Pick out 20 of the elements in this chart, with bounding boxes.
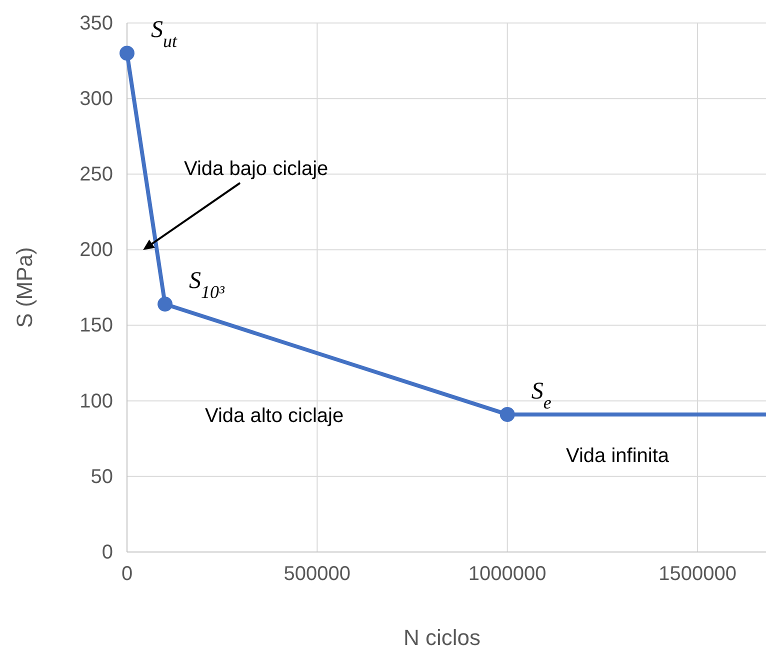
y-tick-label: 200 <box>80 239 113 262</box>
y-tick-label: 250 <box>80 164 113 186</box>
annotation: Vida bajo ciclaje <box>184 158 328 180</box>
y-tick-label: 350 <box>80 12 113 34</box>
annotation: S$_{10³}$ <box>189 268 226 302</box>
annotation: Vida alto ciclaje <box>205 405 344 427</box>
y-tick-label: 100 <box>80 390 113 412</box>
y-tick-label: 50 <box>90 466 113 488</box>
annotation: S$_{ut}$ <box>151 17 178 52</box>
y-tick-label: 300 <box>80 88 113 110</box>
x-tick-label: 1000000 <box>468 563 546 586</box>
y-axis-title: S (MPa) <box>12 247 37 328</box>
x-axis-title: N ciclos <box>403 625 481 650</box>
x-tick-label: 500000 <box>284 563 351 586</box>
annotation: Vida infinita <box>566 445 670 467</box>
x-tick-label: 1500000 <box>658 563 736 586</box>
annotation: S$_{e}$ <box>531 378 552 412</box>
x-tick-label: 0 <box>121 563 133 586</box>
y-tick-label: 150 <box>80 314 113 337</box>
y-tick-label: 0 <box>102 541 113 564</box>
